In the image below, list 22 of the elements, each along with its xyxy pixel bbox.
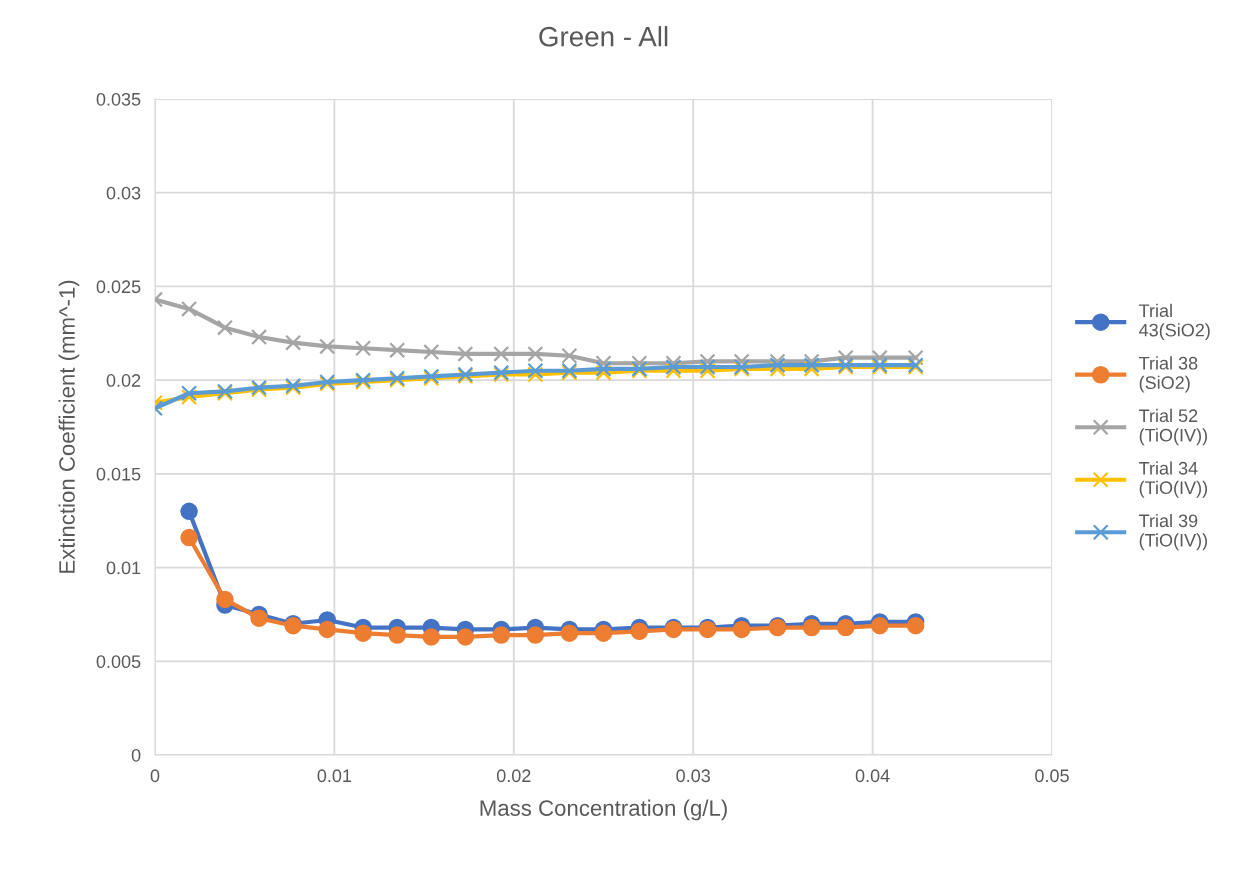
x-tick-label: 0 [150,769,160,783]
y-tick-label: 0.005 [96,655,141,669]
x-tick-label: 0.01 [317,769,352,783]
x-tick-label: 0.03 [676,769,710,783]
legend-label: Trial 39 (TiO(IV)) [1139,513,1208,551]
y-tick-label: 0.015 [96,467,141,481]
y-tick-label: 0.025 [96,280,141,294]
legend-label: Trial 38 (SiO2) [1139,356,1198,393]
x-tick-label: 0.05 [1035,769,1069,783]
chart-title: Green - All [539,26,668,47]
y-tick-label: 0.01 [106,561,141,575]
legend-label: Trial 43(SiO2) [1139,303,1210,341]
y-axis-title: Extinction Coefficient (mm^-1) [58,280,80,573]
x-tick-label: 0.04 [855,769,890,783]
legend-label: Trial 34 (TiO(IV)) [1139,461,1208,498]
x-tick-label: 0.02 [496,769,531,783]
y-tick-label: 0.02 [106,374,141,387]
y-tick-label: 0.035 [96,92,141,106]
legend-label: Trial 52 (TiO(IV)) [1139,408,1208,446]
y-tick-label: 0 [131,748,141,762]
x-axis-title: Mass Concentration (g/L) [480,799,727,821]
y-tick-label: 0.03 [106,186,141,200]
